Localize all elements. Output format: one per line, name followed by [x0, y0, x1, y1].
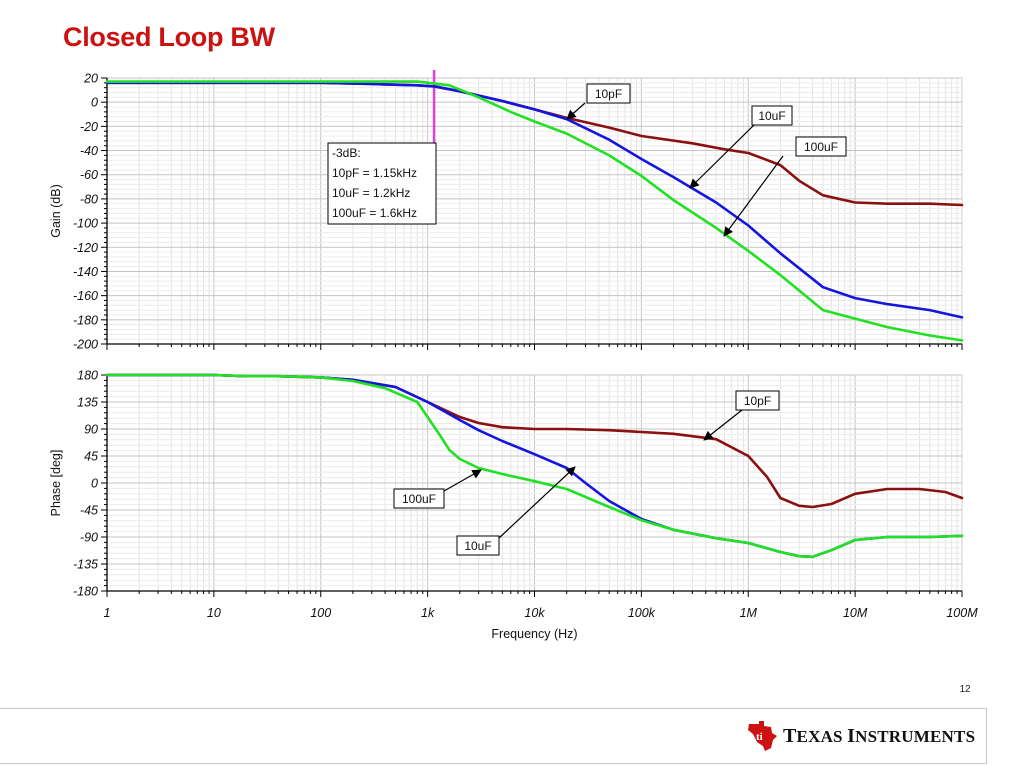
y-tick-label: 90	[84, 423, 98, 437]
callout-arrow-10uF	[689, 124, 755, 189]
x-tick-label: 100k	[628, 606, 656, 620]
y-tick-label: -180	[73, 313, 98, 327]
y-tick-label: -100	[73, 217, 98, 231]
callout-box-10uF	[751, 105, 793, 126]
callout-arrow-100uF	[723, 155, 784, 237]
callout-arrow-10pF	[566, 102, 586, 120]
y-tick-label: -135	[73, 558, 98, 572]
series-line-100uF	[105, 373, 964, 559]
callout-box-100uF	[795, 136, 847, 157]
y-tick-label: -45	[80, 504, 98, 518]
y-tick-label: 135	[77, 396, 98, 410]
y-tick-label: -80	[80, 192, 98, 206]
y-axis-title: Gain (dB)	[49, 184, 63, 238]
ti-logo: ti	[745, 718, 975, 754]
y-tick-label: -180	[73, 585, 98, 599]
callout-label-100uF: 100uF	[804, 140, 838, 154]
ti-state-icon: ti	[748, 721, 777, 751]
callout-arrow-10uF	[498, 466, 576, 539]
x-tick-label: 100M	[946, 606, 978, 620]
callout-arrow-100uF	[443, 469, 482, 492]
x-tick-label: 10	[207, 606, 221, 620]
callout-box-10pF	[735, 390, 780, 411]
y-tick-label: -20	[80, 120, 98, 134]
x-tick-label: 1	[104, 606, 111, 620]
y-tick-label: -120	[73, 241, 98, 255]
phase-panel: 180 135 90 45 0 -45 -90 -135 -180 Phase [deg] 1 10 1…	[49, 369, 978, 642]
bode-plot: 20 0 -20 -40 -60 -80 -100 -120 -140 -160 -180 -200 G…	[49, 70, 978, 642]
y-tick-label: -160	[73, 289, 98, 303]
y-tick-label: -40	[80, 144, 98, 158]
bandwidth-annotation-box	[327, 142, 437, 225]
gain-panel: 20 0 -20 -40 -60 -80 -100 -120 -140 -160 -180 -200 G…	[49, 70, 964, 352]
y-tick-label: -140	[73, 265, 98, 279]
footer-bar	[0, 708, 987, 764]
callout-box-10pF	[586, 83, 631, 104]
callout-label-10pF: 10pF	[744, 394, 771, 408]
y-tick-label: -60	[80, 168, 98, 182]
x-tick-label: 10M	[843, 606, 868, 620]
x-tick-label: 1k	[421, 606, 435, 620]
y-tick-label: 20	[83, 72, 98, 86]
x-tick-label: 10k	[524, 606, 545, 620]
x-tick-label: 100	[310, 606, 331, 620]
callout-label-100uF: 100uF	[402, 492, 436, 506]
callout-label-10uF: 10uF	[758, 109, 785, 123]
callout-box-10uF	[456, 535, 500, 556]
callout-arrow-10pF	[703, 409, 743, 441]
y-tick-label: 0	[91, 477, 98, 491]
annotation-line: 100uF = 1.6kHz	[332, 206, 417, 220]
y-tick-label: 0	[91, 96, 98, 110]
y-axis-title: Phase [deg]	[49, 450, 63, 517]
ti-wordmark: TEXAS INSTRUMENTS	[783, 725, 976, 747]
page-title: Closed Loop BW	[63, 22, 275, 52]
callout-label-10pF: 10pF	[595, 87, 622, 101]
series-line-10uF	[105, 81, 964, 319]
annotation-line: 10pF = 1.15kHz	[332, 166, 417, 180]
y-tick-label: -200	[73, 338, 98, 352]
x-tick-label: 1M	[740, 606, 758, 620]
page-number: 12	[959, 684, 971, 695]
series-line-100uF	[105, 80, 964, 342]
x-axis-title: Frequency (Hz)	[491, 627, 577, 641]
callout-box-100uF	[393, 488, 445, 509]
y-tick-label: 45	[84, 450, 98, 464]
y-tick-label: -90	[80, 531, 98, 545]
annotation-line: -3dB:	[332, 146, 361, 160]
callout-label-10uF: 10uF	[464, 539, 491, 553]
annotation-line: 10uF = 1.2kHz	[332, 186, 410, 200]
y-tick-label: 180	[77, 369, 98, 383]
svg-text:ti: ti	[756, 731, 763, 743]
